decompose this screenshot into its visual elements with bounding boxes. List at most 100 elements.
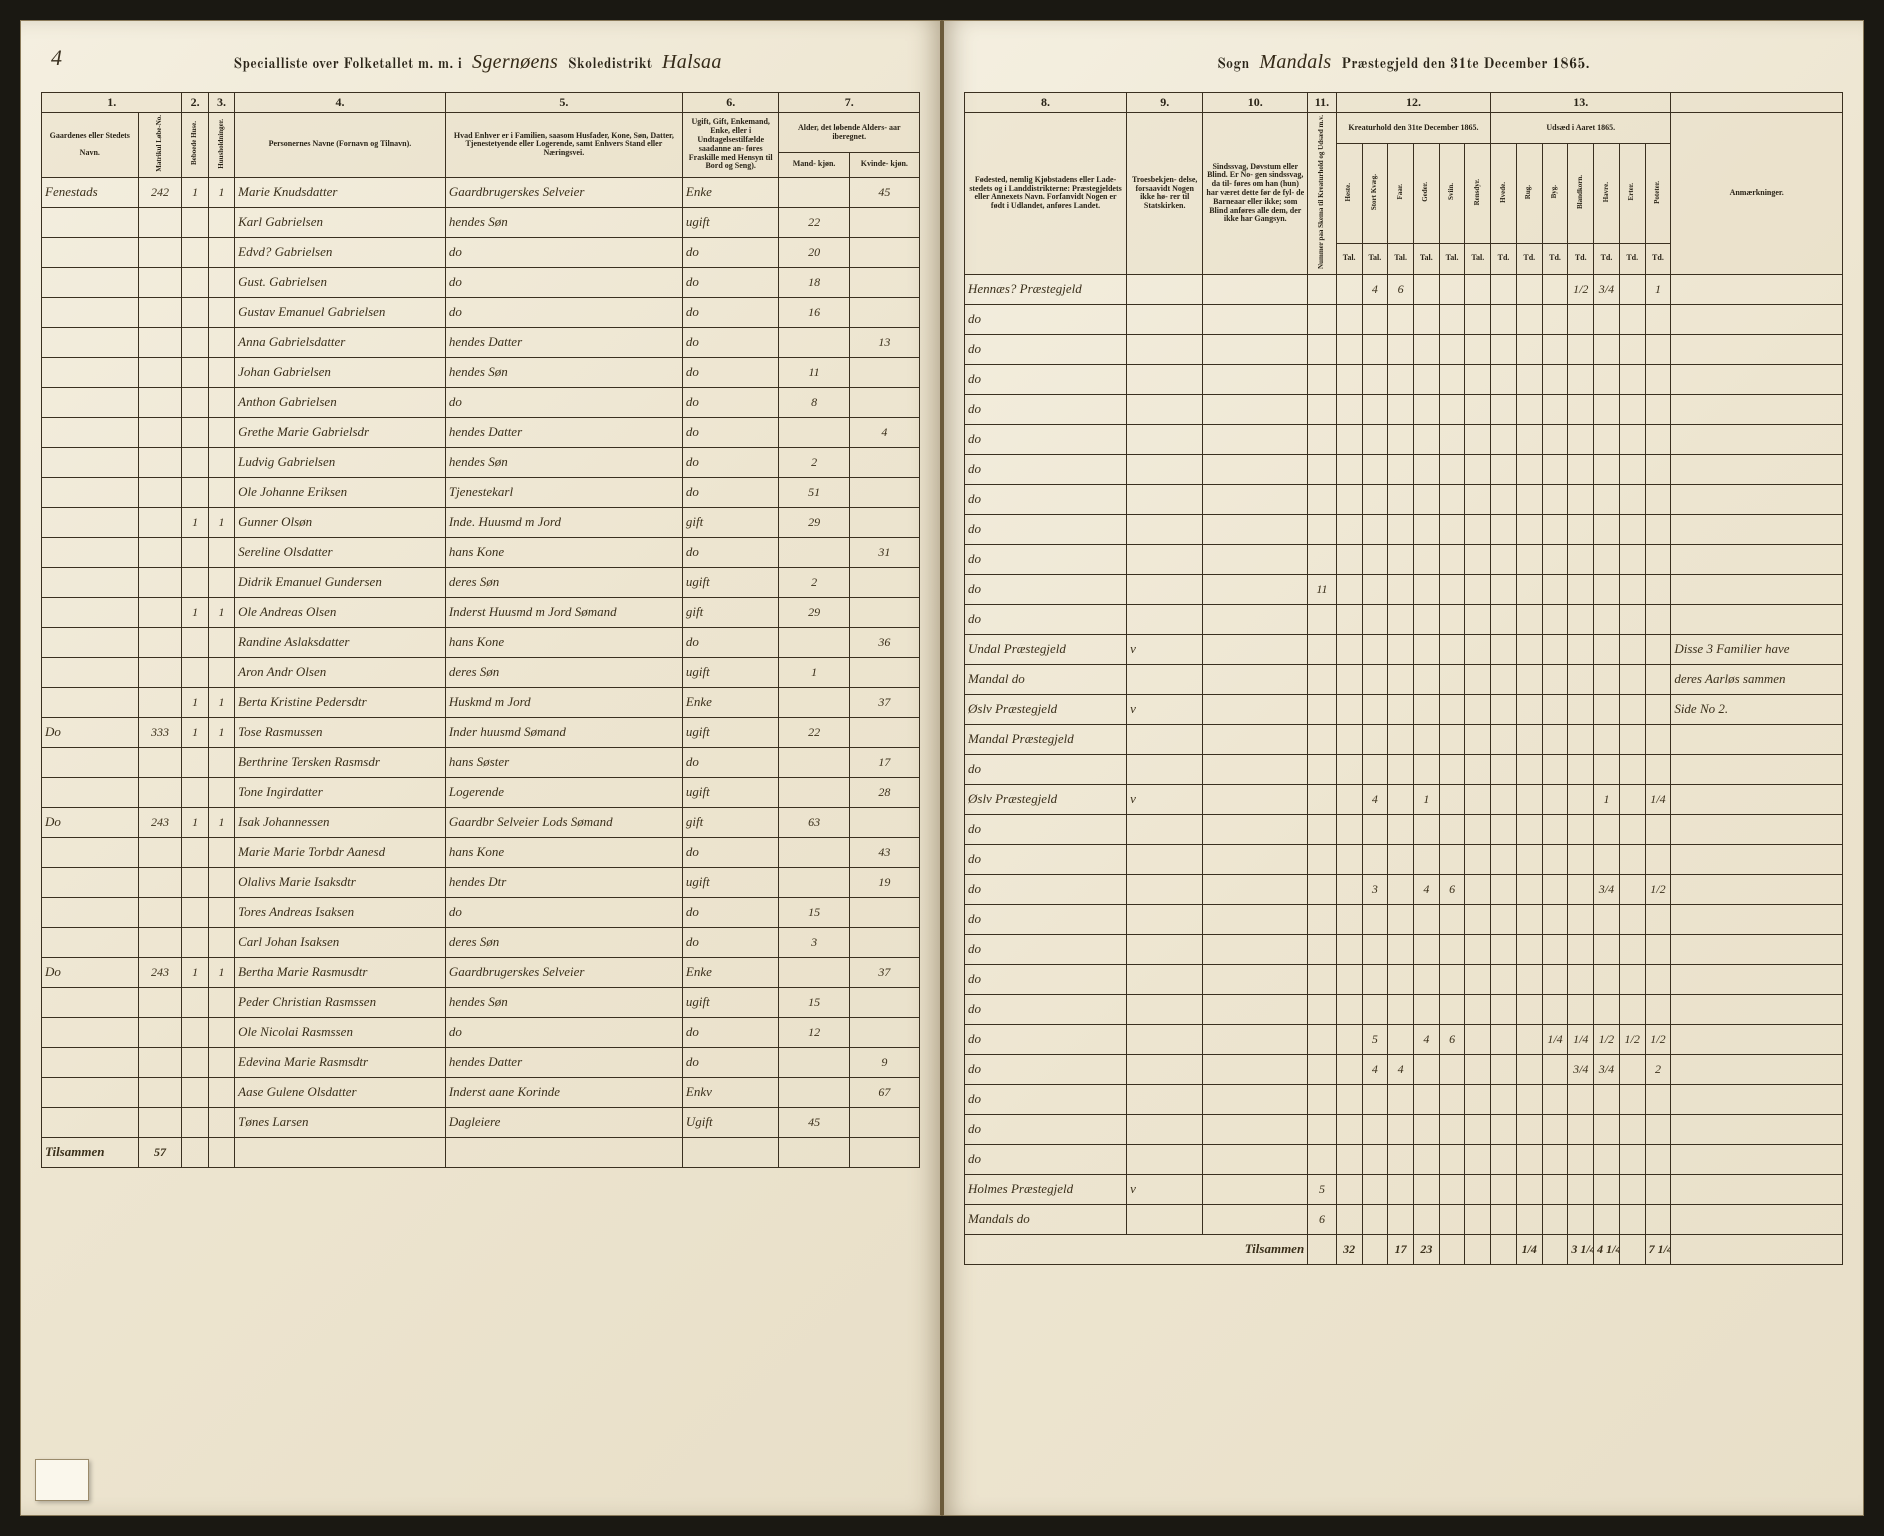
table-row: Carl Johan Isaksenderes Søndo3 — [42, 927, 920, 957]
cell — [1542, 1084, 1568, 1114]
cell — [1362, 364, 1388, 394]
cell — [1388, 904, 1414, 934]
cell — [1594, 484, 1620, 514]
right-ledger-table: 8. 9. 10. 11. 12. 13. Fødested, nemlig K… — [964, 92, 1843, 1265]
cell — [1203, 814, 1308, 844]
cell: Sereline Olsdatter — [235, 537, 446, 567]
cell: 5 — [1362, 1024, 1388, 1054]
cell — [1413, 694, 1439, 724]
cell — [1619, 514, 1645, 544]
cell — [1645, 1084, 1671, 1114]
cell — [1542, 544, 1568, 574]
cell — [182, 447, 208, 477]
cell — [42, 477, 139, 507]
table-row: Aase Gulene OlsdatterInderst aane Korind… — [42, 1077, 920, 1107]
cell — [1362, 1144, 1388, 1174]
cell — [1645, 934, 1671, 964]
district-name: Sgernøens — [466, 51, 564, 73]
cell — [1671, 1024, 1843, 1054]
cell — [1127, 814, 1203, 844]
cell: do — [965, 304, 1127, 334]
cell — [1308, 1144, 1337, 1174]
cell — [1568, 394, 1594, 424]
cell — [182, 237, 208, 267]
cell — [1465, 784, 1491, 814]
cell: 1 — [1594, 784, 1620, 814]
cell — [1308, 334, 1337, 364]
cell — [1619, 484, 1645, 514]
cell — [1413, 1204, 1439, 1234]
cell: do — [682, 927, 779, 957]
table-row: Do33311Tose RasmussenInder huusmd Sømand… — [42, 717, 920, 747]
cell — [182, 627, 208, 657]
table-row: Ole Nicolai Rasmssendodo12 — [42, 1017, 920, 1047]
cell — [1516, 364, 1542, 394]
cell — [182, 897, 208, 927]
cell — [1362, 514, 1388, 544]
cell — [42, 207, 139, 237]
cell — [1439, 1144, 1465, 1174]
cell — [1362, 574, 1388, 604]
cell — [1491, 964, 1517, 994]
cell — [1413, 814, 1439, 844]
cell — [1203, 544, 1308, 574]
cell — [1203, 1144, 1308, 1174]
cell — [1439, 814, 1465, 844]
cell — [1645, 424, 1671, 454]
cell — [1568, 934, 1594, 964]
cell — [1619, 604, 1645, 634]
cell — [1413, 634, 1439, 664]
cell: Fenestads — [42, 177, 139, 207]
cell — [1568, 484, 1594, 514]
cell — [1388, 934, 1414, 964]
cell: Tores Andreas Isaksen — [235, 897, 446, 927]
cell — [42, 747, 139, 777]
cell: ugift — [682, 657, 779, 687]
cell: do — [965, 604, 1127, 634]
cell — [1568, 1144, 1594, 1174]
cell — [1645, 724, 1671, 754]
cell — [1619, 364, 1645, 394]
cell — [1439, 1174, 1465, 1204]
cell — [1413, 334, 1439, 364]
cell — [1594, 394, 1620, 424]
cell: Gunner Olsøn — [235, 507, 446, 537]
cell — [1388, 1174, 1414, 1204]
cell — [849, 927, 919, 957]
cell — [1413, 514, 1439, 544]
col-unit: Tal. — [1362, 243, 1388, 274]
cell — [208, 417, 234, 447]
cell: do — [682, 387, 779, 417]
cell — [138, 327, 182, 357]
cell — [1594, 544, 1620, 574]
cell: Tønes Larsen — [235, 1107, 446, 1137]
col-header: Huusholdninger. — [208, 113, 234, 178]
cell — [1568, 424, 1594, 454]
col-unit: Td. — [1542, 243, 1568, 274]
table-row: Sereline Olsdatterhans Konedo31 — [42, 537, 920, 567]
table-row: do — [965, 844, 1843, 874]
cell — [1413, 1144, 1439, 1174]
cell — [1542, 724, 1568, 754]
table-row: do3463/41/2 — [965, 874, 1843, 904]
table-row: Anthon Gabrielsendodo8 — [42, 387, 920, 417]
col-subheader: Hvede. — [1491, 144, 1517, 243]
cell — [1127, 724, 1203, 754]
cell — [1203, 784, 1308, 814]
table-row: do5461/41/41/21/21/2 — [965, 1024, 1843, 1054]
cell: 22 — [779, 717, 849, 747]
cell: 67 — [849, 1077, 919, 1107]
cell — [1362, 904, 1388, 934]
cell: Grethe Marie Gabrielsdr — [235, 417, 446, 447]
cell — [1413, 1114, 1439, 1144]
cell — [849, 507, 919, 537]
cell — [1465, 1024, 1491, 1054]
cell: do — [682, 747, 779, 777]
cell — [1645, 1144, 1671, 1174]
cell: 29 — [779, 507, 849, 537]
cell — [42, 417, 139, 447]
cell — [1127, 364, 1203, 394]
cell — [1127, 514, 1203, 544]
cell — [208, 627, 234, 657]
col-subheader: Erter. — [1619, 144, 1645, 243]
